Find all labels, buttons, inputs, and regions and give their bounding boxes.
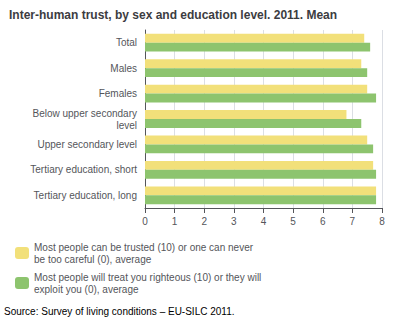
svg-text:8: 8 <box>379 216 385 227</box>
svg-text:4: 4 <box>261 216 267 227</box>
svg-text:Most people can be trusted (10: Most people can be trusted (10) or one c… <box>34 242 254 253</box>
svg-text:be too careful (0), average: be too careful (0), average <box>34 254 152 265</box>
svg-text:3: 3 <box>231 216 237 227</box>
svg-text:6: 6 <box>320 216 326 227</box>
svg-text:5: 5 <box>290 216 296 227</box>
svg-text:exploit you (0), average: exploit you (0), average <box>34 284 139 295</box>
svg-text:Males: Males <box>110 63 137 74</box>
svg-text:2: 2 <box>201 216 207 227</box>
svg-text:Tertiary education, long: Tertiary education, long <box>34 190 137 201</box>
svg-text:Tertiary education, short: Tertiary education, short <box>30 164 137 175</box>
svg-text:1: 1 <box>172 216 178 227</box>
svg-text:Upper secondary level: Upper secondary level <box>38 139 138 150</box>
svg-text:7: 7 <box>350 216 356 227</box>
svg-text:level: level <box>116 120 137 131</box>
svg-text:Most people will treat you rig: Most people will treat you righteous (10… <box>34 272 261 283</box>
svg-text:Source: Survey of living condi: Source: Survey of living conditions – EU… <box>4 306 235 317</box>
svg-text:0: 0 <box>142 216 148 227</box>
svg-text:Below upper secondary: Below upper secondary <box>32 108 137 119</box>
svg-text:Total: Total <box>116 37 137 48</box>
svg-text:Inter-human trust, by sex and: Inter-human trust, by sex and education … <box>9 8 337 22</box>
svg-text:Females: Females <box>99 88 137 99</box>
